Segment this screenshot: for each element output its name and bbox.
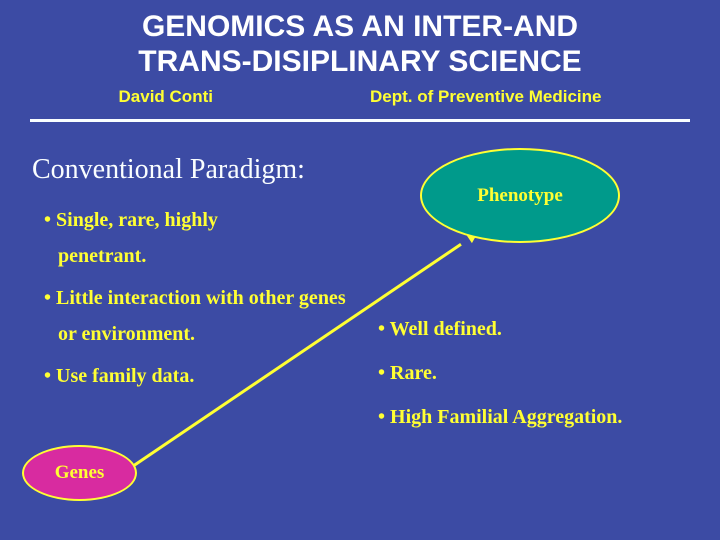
bullet-text: Use family data. — [56, 365, 194, 387]
bullet-item: • Use family data. — [36, 358, 336, 394]
bullet-marker: • — [378, 318, 390, 340]
bullet-text: Single, rare, highly penetrant. — [56, 209, 218, 267]
department: Dept. of Preventive Medicine — [370, 87, 601, 107]
phenotype-node: Phenotype — [420, 148, 620, 243]
section-title: Conventional Paradigm: — [32, 154, 305, 186]
bullet-marker: • — [44, 209, 56, 231]
left-bullet-list: • Single, rare, highly penetrant.• Littl… — [36, 202, 346, 400]
bullet-marker: • — [378, 406, 390, 428]
title-line2: TRANS-DISIPLINARY SCIENCE — [138, 45, 581, 78]
right-bullet-list: • Well defined.• Rare.• High Familial Ag… — [370, 310, 622, 442]
bullet-marker: • — [44, 287, 56, 309]
bullet-marker: • — [378, 362, 390, 384]
genes-node: Genes — [22, 445, 137, 501]
bullet-item: • Well defined. — [370, 310, 622, 348]
bullet-text: High Familial Aggregation. — [390, 406, 622, 428]
bullet-item: • Little interaction with other genes or… — [36, 280, 346, 352]
horizontal-rule — [30, 119, 690, 122]
bullet-item: • Single, rare, highly penetrant. — [36, 202, 296, 274]
bullet-item: • Rare. — [370, 354, 622, 392]
genes-label: Genes — [55, 462, 105, 484]
bullet-item: • High Familial Aggregation. — [370, 398, 622, 436]
phenotype-label: Phenotype — [477, 185, 563, 207]
bullet-marker: • — [44, 365, 56, 387]
bullet-text: Little interaction with other genes or e… — [56, 287, 346, 345]
slide-title: GENOMICS AS AN INTER-AND TRANS-DISIPLINA… — [0, 0, 720, 79]
byline: David Conti Dept. of Preventive Medicine — [0, 79, 720, 113]
bullet-text: Well defined. — [390, 318, 502, 340]
author-name: David Conti — [119, 87, 213, 107]
title-line1: GENOMICS AS AN INTER-AND — [142, 10, 578, 43]
bullet-text: Rare. — [390, 362, 437, 384]
slide: GENOMICS AS AN INTER-AND TRANS-DISIPLINA… — [0, 0, 720, 540]
